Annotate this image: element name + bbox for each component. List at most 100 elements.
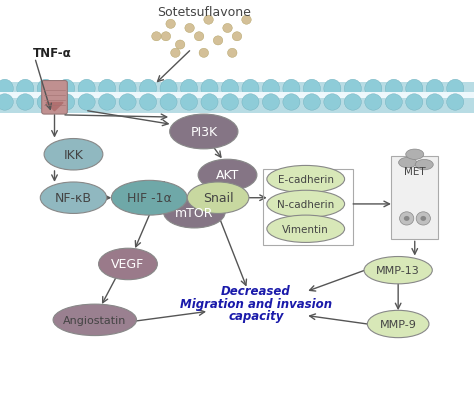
Ellipse shape [37,80,54,99]
Text: PI3K: PI3K [190,126,218,139]
Ellipse shape [447,95,464,111]
Bar [263,169,353,246]
Ellipse shape [404,216,410,221]
Text: Vimentin: Vimentin [283,224,329,234]
Text: MMP-9: MMP-9 [380,319,417,329]
Ellipse shape [420,216,426,221]
Ellipse shape [44,139,103,171]
Ellipse shape [228,49,237,58]
Polygon shape [46,103,63,112]
Ellipse shape [99,80,116,99]
Ellipse shape [171,49,180,58]
Text: AKT: AKT [216,169,239,182]
Ellipse shape [139,95,156,111]
Ellipse shape [213,37,223,46]
Ellipse shape [161,33,171,42]
Ellipse shape [283,80,300,99]
Ellipse shape [267,166,345,193]
Ellipse shape [58,95,75,111]
Ellipse shape [364,257,432,284]
Ellipse shape [242,95,259,111]
Ellipse shape [194,33,204,42]
Ellipse shape [139,80,156,99]
Ellipse shape [263,95,280,111]
Ellipse shape [181,80,198,99]
Ellipse shape [166,20,175,29]
Ellipse shape [232,33,242,42]
Ellipse shape [416,212,430,225]
Text: mTOR: mTOR [175,206,214,219]
Text: IKK: IKK [64,148,83,161]
FancyBboxPatch shape [42,81,67,115]
Ellipse shape [367,311,429,338]
Ellipse shape [164,197,225,228]
Ellipse shape [99,95,116,111]
Ellipse shape [221,95,238,111]
Ellipse shape [99,249,157,280]
Ellipse shape [201,95,218,111]
Ellipse shape [198,160,257,191]
Ellipse shape [119,80,136,99]
Text: Sotetsuflavone: Sotetsuflavone [157,6,251,19]
Ellipse shape [170,115,238,150]
Ellipse shape [119,95,136,111]
Ellipse shape [181,95,198,111]
Ellipse shape [37,95,54,111]
Ellipse shape [78,95,95,111]
Text: Angiostatin: Angiostatin [63,315,127,325]
Ellipse shape [365,80,382,99]
Ellipse shape [78,80,95,99]
Ellipse shape [223,24,232,33]
Text: NF-κB: NF-κB [55,192,92,205]
Ellipse shape [324,95,341,111]
Ellipse shape [242,80,259,99]
Ellipse shape [344,80,361,99]
Text: TNF-α: TNF-α [33,47,72,60]
Ellipse shape [221,80,238,99]
Text: N-cadherin: N-cadherin [277,199,334,209]
Ellipse shape [263,80,280,99]
Ellipse shape [344,95,361,111]
Ellipse shape [406,80,423,99]
Ellipse shape [406,95,423,111]
Ellipse shape [152,33,161,42]
Ellipse shape [426,95,443,111]
Ellipse shape [303,80,320,99]
Ellipse shape [201,80,218,99]
Text: capacity: capacity [228,309,283,323]
Ellipse shape [283,95,300,111]
Ellipse shape [365,95,382,111]
Ellipse shape [447,80,464,99]
Ellipse shape [400,212,414,225]
Text: Decreased: Decreased [221,285,291,298]
Text: Snail: Snail [203,192,233,205]
Text: MET: MET [404,166,426,176]
Ellipse shape [242,16,251,25]
Ellipse shape [204,16,213,25]
Ellipse shape [324,80,341,99]
Ellipse shape [40,183,107,214]
Ellipse shape [0,95,13,111]
Ellipse shape [267,191,345,218]
Ellipse shape [53,304,137,336]
Ellipse shape [175,41,185,50]
Text: Migration and invasion: Migration and invasion [180,297,332,310]
Ellipse shape [385,80,402,99]
Bar [391,157,438,240]
Ellipse shape [267,216,345,243]
Ellipse shape [160,80,177,99]
Text: MMP-13: MMP-13 [376,266,420,275]
Ellipse shape [385,95,402,111]
Text: VEGF: VEGF [111,258,145,271]
Text: HIF -1α: HIF -1α [127,192,172,205]
Ellipse shape [17,80,34,99]
Ellipse shape [399,158,417,169]
Ellipse shape [415,160,433,171]
Ellipse shape [0,80,13,99]
Ellipse shape [17,95,34,111]
Bar [0,93,474,99]
Ellipse shape [185,24,194,33]
Ellipse shape [199,49,209,58]
Bar [0,83,474,114]
Ellipse shape [303,95,320,111]
